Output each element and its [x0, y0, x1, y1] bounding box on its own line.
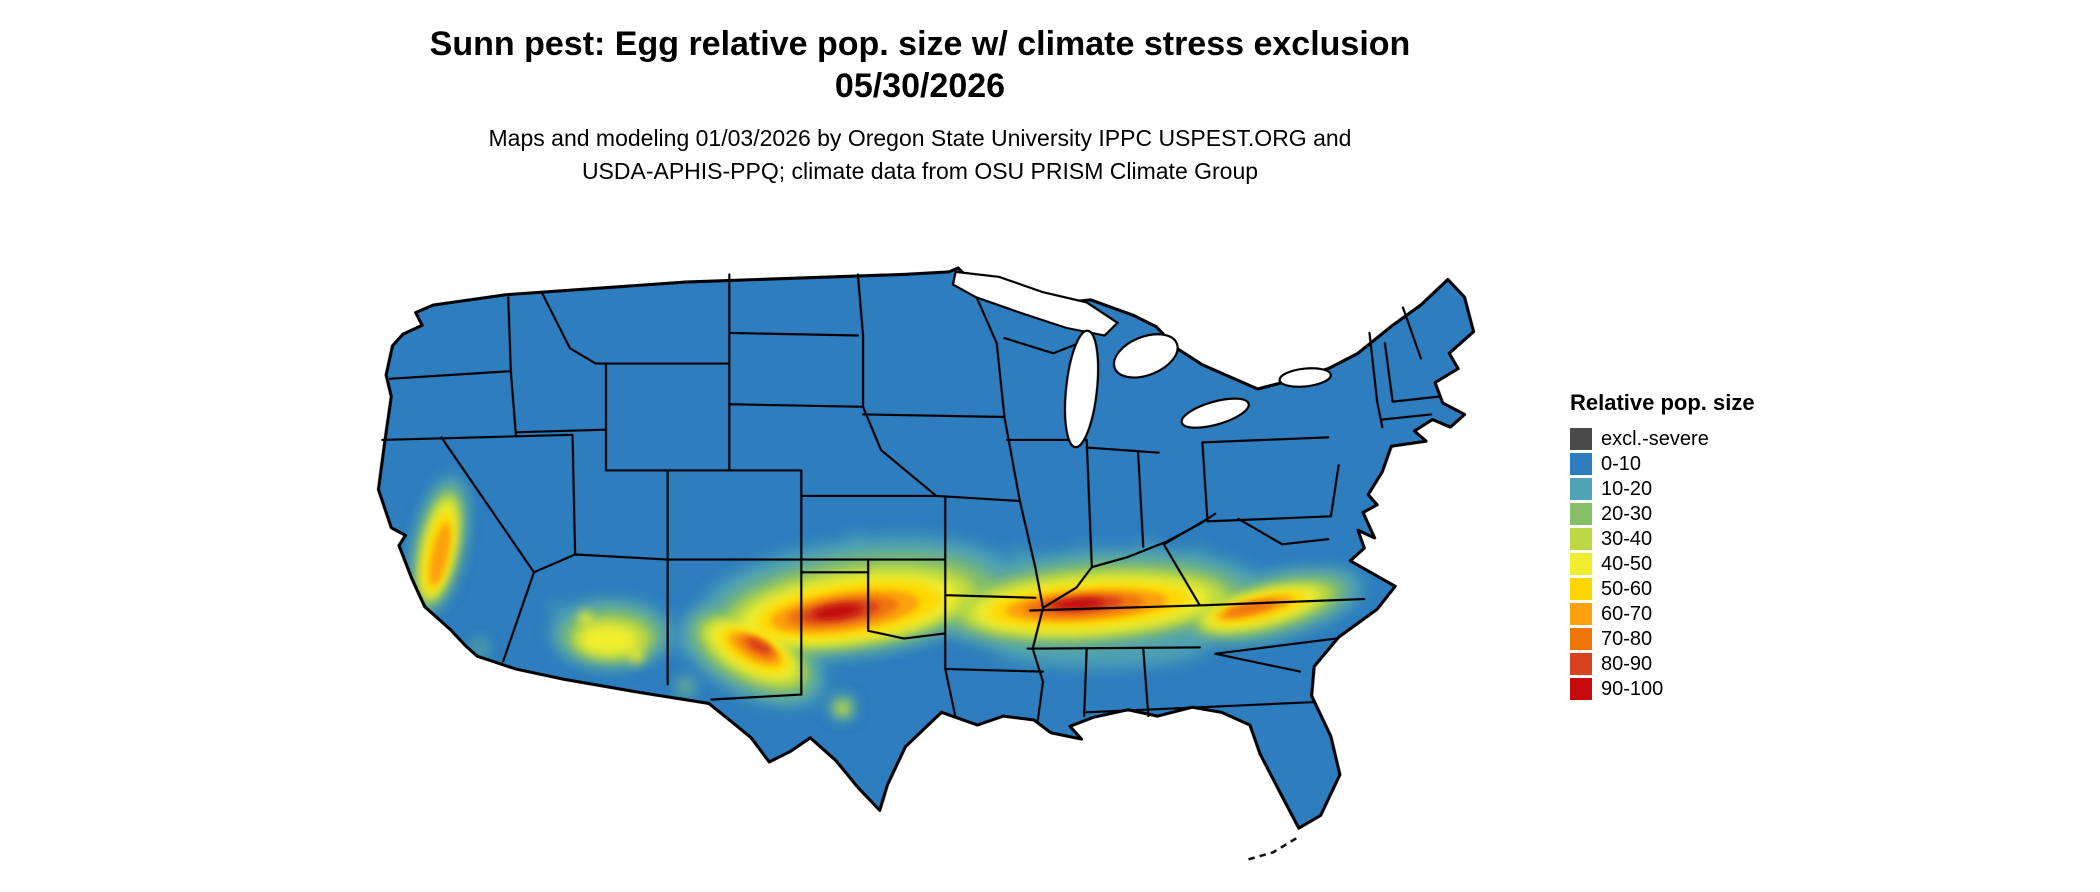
legend-row: 80-90: [1570, 653, 1870, 675]
us-map: [376, 266, 1476, 862]
lake-superior: [951, 270, 1120, 337]
attribution-line1: Maps and modeling 01/03/2026 by Oregon S…: [488, 125, 1352, 151]
us-map-figure: [300, 226, 1534, 888]
lake-ontario: [1278, 367, 1332, 388]
legend-items: excl.-severe 0-10 10-20 20-30 30-40 40-50 50-6…: [1570, 428, 1870, 700]
legend-row: 10-20: [1570, 478, 1870, 500]
legend-row: 40-50: [1570, 553, 1870, 575]
map-attribution: Maps and modeling 01/03/2026 by Oregon S…: [0, 122, 1840, 188]
legend-swatch: [1570, 653, 1592, 675]
great-lakes: [951, 270, 1332, 449]
legend-row: excl.-severe: [1570, 428, 1870, 450]
legend-swatch: [1570, 453, 1592, 475]
legend-swatch: [1570, 428, 1592, 450]
heat-layer-90-100: [813, 598, 1104, 619]
legend-swatch: [1570, 578, 1592, 600]
legend-swatch: [1570, 603, 1592, 625]
legend-row: 60-70: [1570, 603, 1870, 625]
legend-row: 20-30: [1570, 503, 1870, 525]
legend-swatch: [1570, 628, 1592, 650]
legend-label: 20-30: [1601, 503, 1653, 525]
state-borders: [381, 273, 1440, 722]
legend-label: 50-60: [1601, 578, 1653, 600]
legend-label: 70-80: [1601, 628, 1653, 650]
florida-keys-line: [1245, 837, 1297, 862]
legend-swatch: [1570, 478, 1592, 500]
legend-swatch: [1570, 528, 1592, 550]
lake-michigan: [1063, 329, 1100, 449]
legend-label: 0-10: [1601, 453, 1642, 475]
legend-label: 90-100: [1601, 678, 1664, 700]
legend-row: 30-40: [1570, 528, 1870, 550]
lake-huron: [1112, 333, 1179, 379]
map-title-line1: Sunn pest: Egg relative pop. size w/ cli…: [429, 25, 1411, 63]
legend-label: 60-70: [1601, 603, 1653, 625]
legend-label: excl.-severe: [1601, 428, 1709, 450]
map-title-date: 05/30/2026: [834, 67, 1006, 105]
legend-row: 0-10: [1570, 453, 1870, 475]
legend-label: 40-50: [1601, 553, 1653, 575]
legend: Relative pop. size excl.-severe 0-10 10-20…: [1570, 390, 1870, 703]
attribution-line2: USDA-APHIS-PPQ; climate data from OSU PR…: [581, 158, 1259, 184]
legend-row: 50-60: [1570, 578, 1870, 600]
us-outline: [376, 266, 1476, 830]
legend-row: 70-80: [1570, 628, 1870, 650]
legend-label: 80-90: [1601, 653, 1653, 675]
legend-swatch: [1570, 553, 1592, 575]
legend-label: 10-20: [1601, 478, 1653, 500]
legend-swatch: [1570, 678, 1592, 700]
lake-erie: [1180, 397, 1250, 429]
legend-row: 90-100: [1570, 678, 1870, 700]
legend-label: 30-40: [1601, 528, 1653, 550]
legend-title: Relative pop. size: [1570, 390, 1755, 415]
legend-swatch: [1570, 503, 1592, 525]
